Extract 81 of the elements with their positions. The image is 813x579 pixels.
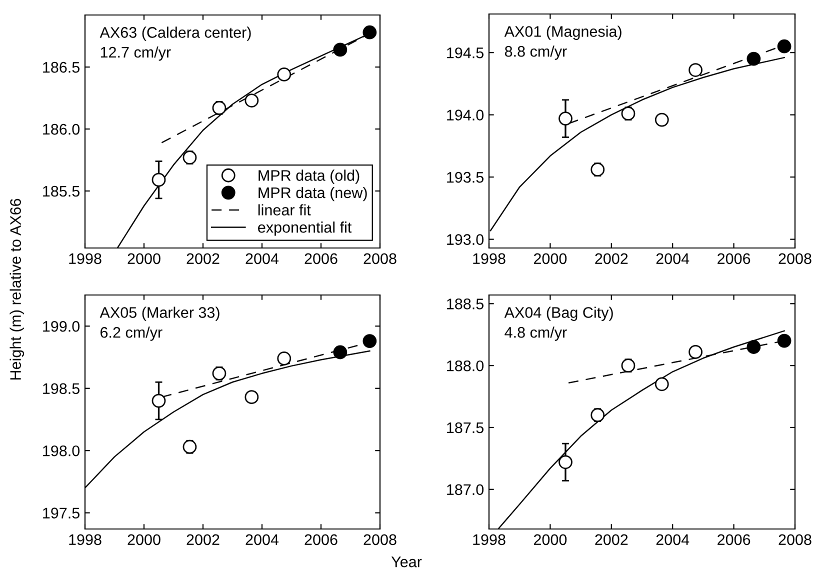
text: AX63 (Caldera center) [100,26,251,41]
text: AX05 (Marker 33) [100,306,220,321]
point [152,172,166,187]
legend-label: MPR data (new) [258,186,367,202]
point [212,366,226,380]
y-tick-label: 186.0 [43,124,80,135]
x-tick-label: 2006 [304,534,338,546]
y-tick-label: 194.5 [447,47,484,58]
x-tick-label: 1998 [473,534,506,546]
text: 4.8 cm/yr [504,326,567,341]
legend-label: linear fit [258,204,311,216]
point [621,358,636,373]
point [362,334,377,348]
point [777,39,792,54]
y-tick-label: 187.0 [447,484,484,496]
point [333,42,348,57]
point [182,150,197,164]
point [333,345,348,360]
point [277,68,292,82]
y-tick-label: 187.5 [447,422,484,434]
point [152,394,166,408]
x-tick-label: 2002 [186,253,220,264]
x-tick-label: 2004 [656,534,690,546]
x-tick-label: 2000 [128,253,160,264]
text: AX04 (Bag City) [504,306,613,321]
x-tick-label: 1998 [473,253,506,264]
point [688,345,702,359]
x-axis-title: Year [391,556,422,568]
point [212,101,226,115]
point [654,112,669,127]
y-tick-label: 188.0 [447,360,484,372]
y-axis-title: Height (m) relative to AX66 [10,198,24,380]
point [590,162,605,177]
x-tick-label: 2004 [656,253,690,264]
x-tick-label: 2008 [778,253,812,264]
point [362,25,377,40]
text: 8.8 cm/yr [504,46,567,60]
x-tick-label: 2006 [304,253,338,264]
y-tick-label: 198.5 [43,383,80,394]
point [777,334,792,348]
point [746,52,761,66]
point [277,352,292,366]
x-tick-label: 2008 [364,253,396,264]
x-tick-label: 1998 [69,534,102,546]
point [558,455,572,470]
y-tick-label: 193.0 [447,234,484,245]
x-tick-label: 2000 [534,534,567,546]
point [746,340,761,354]
point [590,408,605,422]
text: 6.2 cm/yr [100,326,162,341]
y-tick-label: 188.5 [447,298,484,310]
legend-label: exponential fit [258,222,352,236]
y-tick-label: 193.5 [447,172,484,183]
y-tick-label: 197.5 [43,508,80,519]
x-tick-label: 2006 [718,253,750,264]
y-tick-label: 198.0 [43,445,80,456]
y-tick-label: 186.5 [43,62,80,73]
y-tick-label: 194.0 [447,110,484,121]
x-tick-label: 1998 [69,253,102,264]
point [244,94,259,108]
point [621,106,636,121]
point [688,63,702,77]
x-tick-label: 2002 [595,253,628,264]
point [182,440,197,454]
point [558,112,572,126]
x-tick-label: 2004 [246,253,279,264]
x-tick-label: 2002 [186,534,220,546]
x-tick-label: 2006 [718,534,750,546]
x-tick-label: 2008 [778,534,812,546]
x-tick-label: 2004 [246,534,279,546]
text: 12.7 cm/yr [100,46,171,61]
legend-label: MPR data (old) [258,170,360,184]
x-tick-label: 2008 [364,534,396,546]
x-tick-label: 2002 [595,534,628,546]
x-tick-label: 2000 [128,534,160,546]
text: AX01 (Magnesia) [504,26,622,40]
point [654,377,669,392]
x-tick-label: 2000 [534,253,567,264]
y-tick-label: 185.5 [43,186,80,197]
point [244,390,259,404]
y-tick-label: 199.0 [43,320,80,332]
